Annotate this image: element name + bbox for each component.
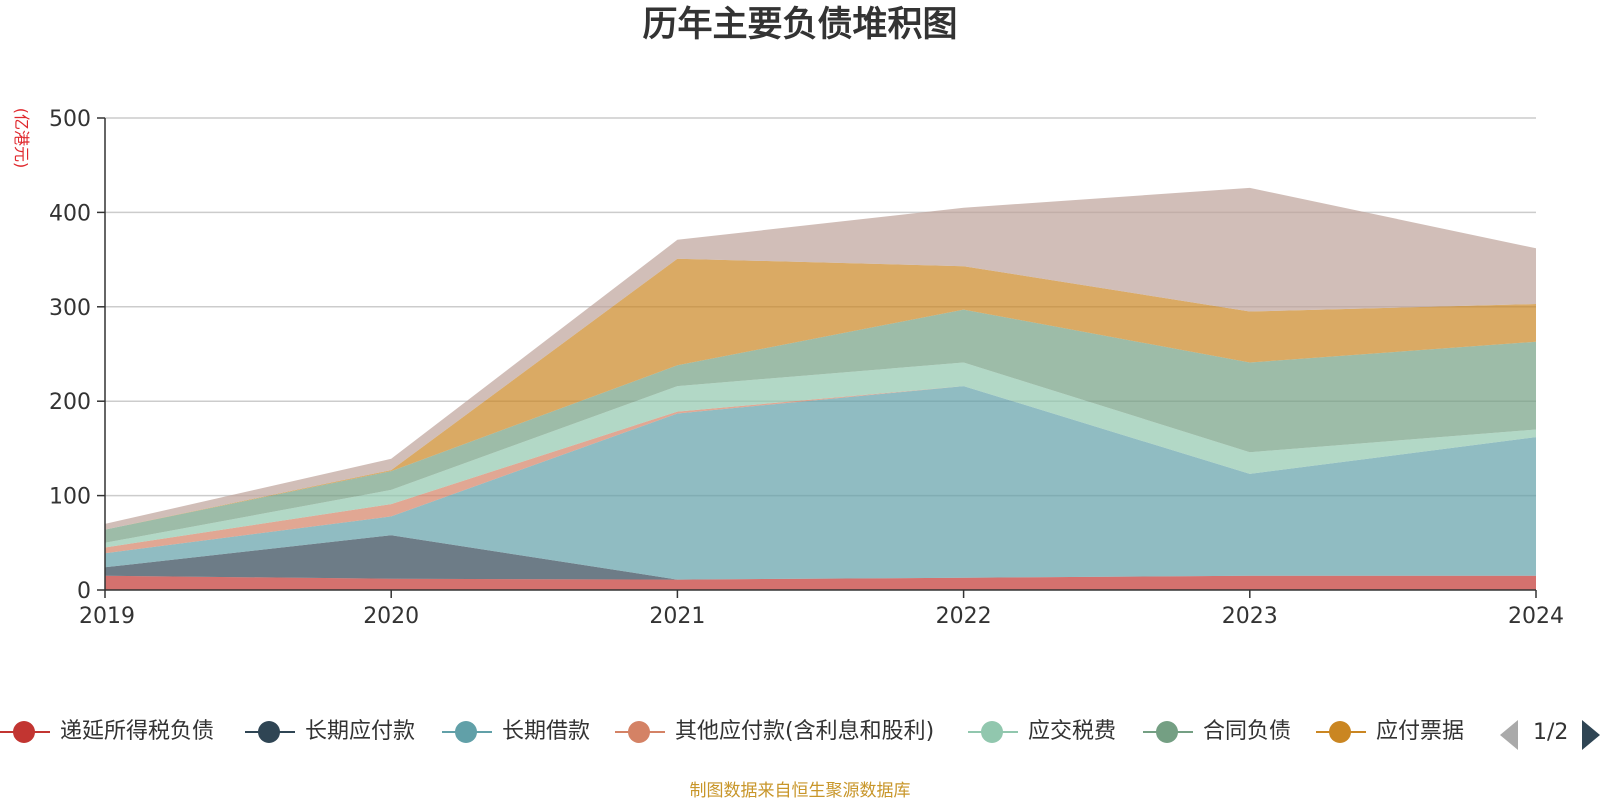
legend-item[interactable]: 其他应付款(含利息和股利) xyxy=(615,712,934,752)
x-tick-label: 2024 xyxy=(1508,604,1564,629)
y-tick-label: 500 xyxy=(49,107,91,132)
area-series-应交税费 xyxy=(105,362,1536,548)
legend-marker-icon xyxy=(1316,720,1366,744)
legend-marker-icon xyxy=(1143,720,1193,744)
y-tick-label: 0 xyxy=(77,579,91,604)
legend-item[interactable]: 长期应付款 xyxy=(245,712,415,752)
legend-label: 应交税费 xyxy=(1028,719,1117,744)
axes xyxy=(104,118,1536,591)
x-tick-label: 2022 xyxy=(936,604,992,629)
area-series xyxy=(105,187,1536,590)
legend-item[interactable]: 递延所得税负债 xyxy=(0,712,214,752)
legend-marker-icon xyxy=(245,720,295,744)
legend-label: 合同负债 xyxy=(1203,719,1292,744)
x-tick-label: 2019 xyxy=(79,604,135,629)
legend-label: 应付票据 xyxy=(1376,719,1465,744)
legend-item[interactable]: 长期借款 xyxy=(442,712,590,752)
legend-label: 长期应付款 xyxy=(305,719,416,744)
x-tick-label: 2023 xyxy=(1222,604,1278,629)
y-tick-label: 200 xyxy=(49,390,91,415)
legend-item[interactable]: 合同负债 xyxy=(1143,712,1291,752)
x-tick-label: 2021 xyxy=(649,604,705,629)
next-page-arrow-icon[interactable] xyxy=(1582,720,1600,750)
area-series-长期应付款 xyxy=(105,535,1536,580)
legend-marker-icon xyxy=(442,720,492,744)
x-tick-labels: 2019 2020 2021 2022 2023 2024 xyxy=(79,590,1564,629)
legend: 递延所得税负债 长期应付款 长期借款 其他应付款(含利息和股利) 应交税费 合同负债 应付票… xyxy=(0,712,1480,752)
y-tick-labels: 0 100 200 300 400 500 xyxy=(49,107,105,604)
legend-page-indicator: 1/2 xyxy=(1533,720,1569,745)
legend-label: 长期借款 xyxy=(502,719,591,744)
area-series-应付票据 xyxy=(105,258,1536,530)
y-tick-label: 400 xyxy=(49,201,91,226)
data-source-note: 制图数据来自恒生聚源数据库 xyxy=(689,781,911,801)
legend-pager: 1/2 xyxy=(1500,716,1600,752)
y-tick-label: 100 xyxy=(49,485,91,510)
area-series-其他 xyxy=(105,187,1536,530)
legend-marker-icon xyxy=(0,720,50,744)
x-tick-label: 2020 xyxy=(363,604,419,629)
legend-label: 递延所得税负债 xyxy=(60,719,215,744)
area-series-合同负债 xyxy=(105,309,1536,543)
legend-marker-icon xyxy=(968,720,1018,744)
y-axis-unit-label: (亿港元) xyxy=(12,107,31,169)
chart-title: 历年主要负债堆积图 xyxy=(642,5,958,45)
legend-label: 其他应付款(含利息和股利) xyxy=(675,719,935,744)
area-series-递延所得税负债 xyxy=(105,575,1536,590)
y-tick-label: 300 xyxy=(49,296,91,321)
area-series-长期借款 xyxy=(105,386,1536,580)
prev-page-arrow-icon[interactable] xyxy=(1500,720,1518,750)
legend-item[interactable]: 应交税费 xyxy=(968,712,1116,752)
legend-marker-icon xyxy=(615,720,665,744)
legend-item[interactable]: 应付票据 xyxy=(1316,712,1464,752)
